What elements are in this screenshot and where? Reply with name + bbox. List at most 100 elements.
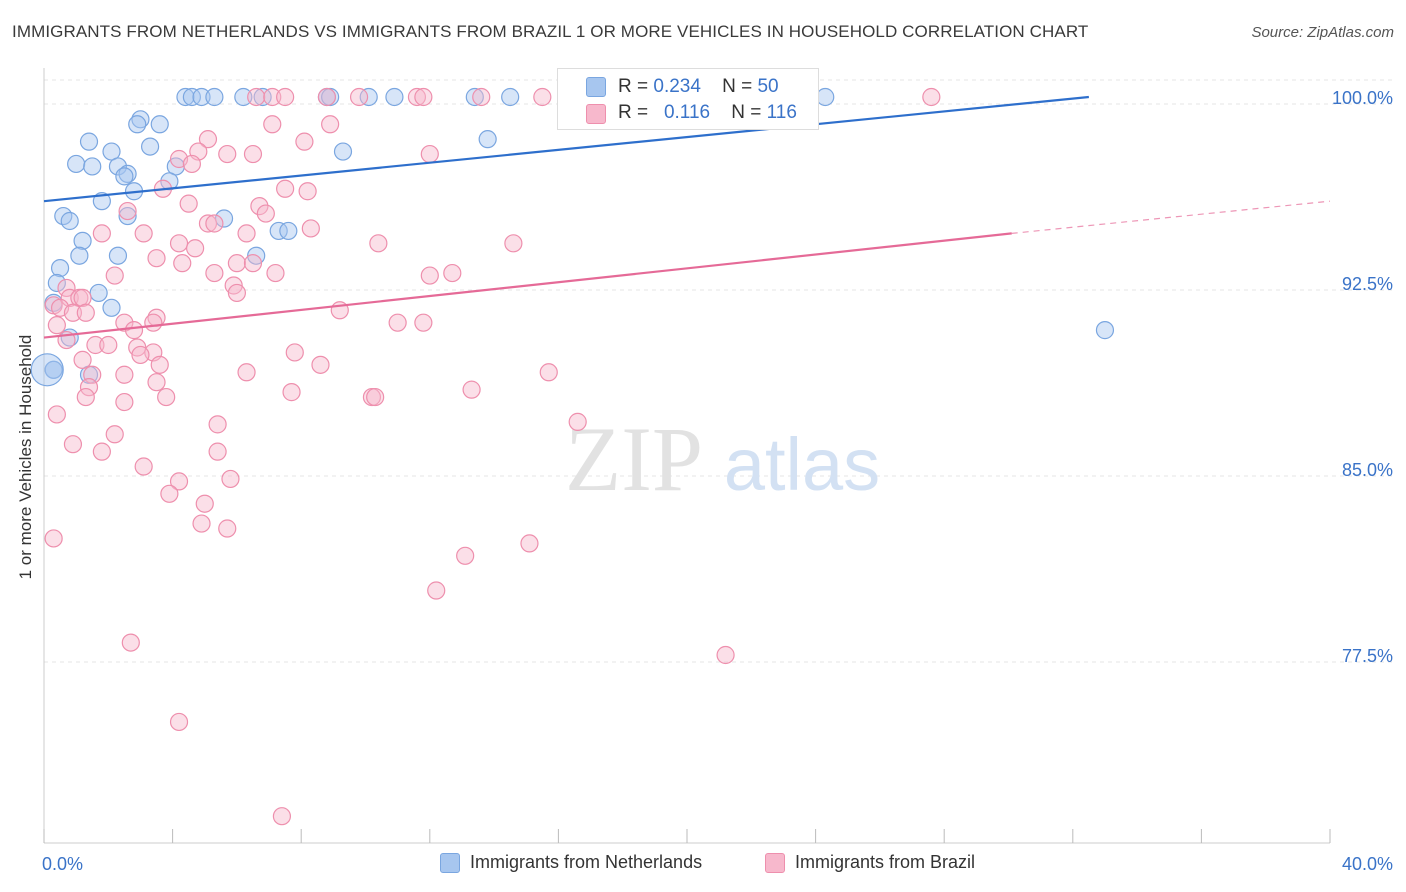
r-value: 0.116 [663,102,711,123]
point-brazil [79,378,99,397]
point-brazil [218,519,237,538]
legend-item-netherlands[interactable]: Immigrants from Netherlands [440,852,702,873]
point-brazil [263,115,282,134]
point-netherlands [279,221,298,241]
point-brazil [105,266,124,285]
point-brazil [276,179,295,198]
point-brazil [121,633,140,652]
point-brazil [47,405,66,424]
point-brazil [317,87,337,107]
point-netherlands [115,167,134,186]
stats-box: R = 0.234 N = 50 R = 0.116 N = 116 [557,68,819,130]
point-netherlands [816,87,835,107]
point-brazil [47,316,66,335]
point-netherlands [205,87,224,107]
point-netherlands [67,154,86,174]
y-tick-label: 77.5% [1342,646,1393,666]
r-label: R = [618,102,649,123]
stats-row-netherlands: R = 0.234 N = 50 [618,74,779,100]
n-label: N = [722,76,753,97]
point-brazil [208,415,227,434]
legend-item-brazil[interactable]: Immigrants from Brazil [765,852,975,873]
point-netherlands [108,157,128,176]
point-brazil [520,534,539,553]
point-brazil [134,224,153,243]
point-brazil [131,345,150,365]
point-brazil [407,87,427,107]
point-brazil [369,234,388,253]
point-brazil [208,442,227,461]
point-brazil [301,219,320,238]
watermark-zip: ZIP [565,408,703,510]
point-brazil [716,645,735,665]
n-value: 116 [766,102,797,123]
point-brazil [443,263,462,283]
point-brazil [298,182,317,201]
point-brazil [272,807,292,826]
point-brazil [349,87,369,107]
trend-lines [43,95,1331,339]
point-brazil [205,263,224,283]
point-brazil [218,144,237,164]
point-brazil [92,224,111,243]
point-brazil [60,288,79,307]
point-netherlands [359,87,378,107]
point-netherlands [182,87,201,107]
tick-labels: 77.5% 85.0% 92.5% 100.0% 0.0% 40.0% [42,88,1393,874]
point-brazil [504,234,523,253]
stats-swatch-netherlands [586,77,606,97]
point-brazil [99,335,118,355]
point-brazil [105,425,124,444]
point-brazil [169,234,189,253]
point-brazil [227,254,246,273]
point-brazil [115,365,134,384]
point-brazil [388,313,407,332]
point-netherlands [478,130,497,149]
point-brazil [115,313,134,332]
n-value: 50 [757,76,779,97]
point-brazil [420,144,439,164]
point-brazil [221,469,240,489]
point-netherlands [131,110,150,129]
point-brazil [247,87,266,107]
point-brazil [276,87,295,107]
point-netherlands [118,164,137,183]
point-netherlands [333,142,353,161]
point-brazil [198,130,218,149]
point-brazil [147,373,166,392]
point-brazil [182,154,201,174]
point-brazil [263,87,282,107]
point-brazil [44,529,63,548]
y-tick-label: 92.5% [1342,274,1393,294]
r-value: 0.234 [653,76,701,97]
point-brazil [414,313,433,332]
point-brazil [134,457,153,476]
point-netherlands [253,87,272,107]
point-brazil [150,355,169,374]
point-netherlands [128,115,147,134]
chart-title: IMMIGRANTS FROM NETHERLANDS VS IMMIGRANT… [12,22,1089,41]
point-netherlands-large [30,353,64,387]
legend-label-netherlands: Immigrants from Netherlands [470,852,703,872]
point-brazil [144,313,163,332]
y-tick-label: 85.0% [1342,460,1393,480]
legend-swatch-brazil [765,852,785,873]
n-label: N = [731,102,762,123]
legend: Immigrants from Netherlands Immigrants f… [0,852,1406,876]
point-brazil [118,201,137,221]
point-netherlands [79,132,99,151]
point-netherlands [160,172,179,191]
point-netherlands [269,221,288,241]
point-brazil [205,214,224,233]
point-brazil [73,288,92,307]
point-brazil [186,239,205,258]
point-netherlands [234,87,253,107]
axes [43,68,1331,844]
point-brazil [250,197,269,216]
point-brazil [456,546,475,565]
x-tick-label: 0.0% [42,854,83,874]
point-netherlands [108,246,128,265]
point-netherlands [60,211,79,231]
point-brazil [282,383,301,402]
stats-row-brazil: R = 0.116 N = 116 [618,100,797,126]
